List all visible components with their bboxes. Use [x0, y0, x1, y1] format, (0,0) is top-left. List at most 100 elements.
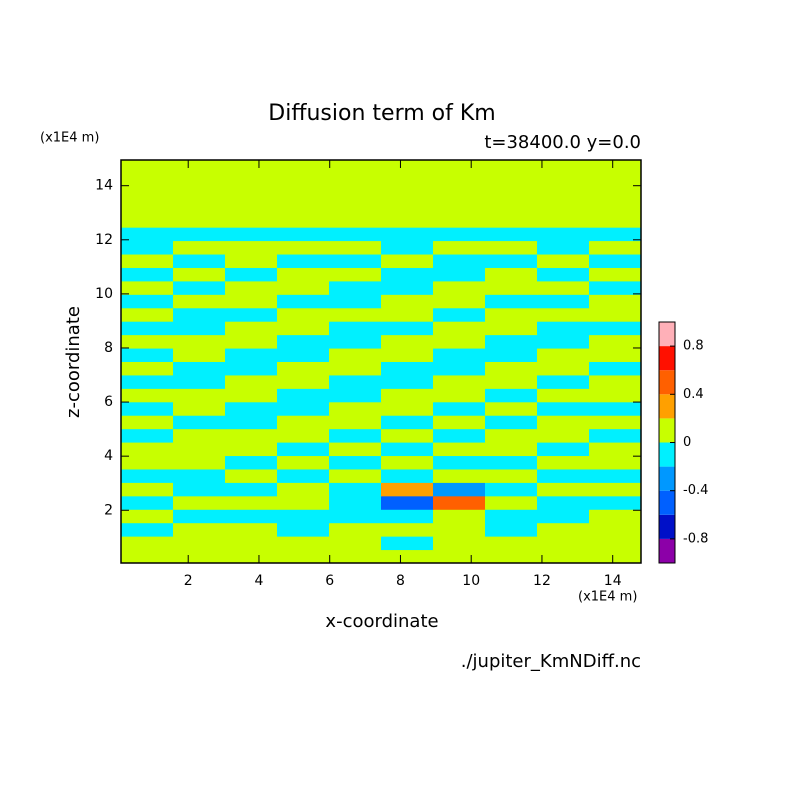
colorbar-segment	[659, 418, 675, 443]
field-cell	[225, 509, 278, 524]
field-cell	[121, 294, 174, 309]
field-cell	[381, 374, 434, 389]
field-cell	[537, 267, 590, 282]
field-cell	[589, 374, 642, 389]
field-cell	[589, 348, 642, 362]
x-axis-label: x-coordinate	[325, 611, 438, 632]
field-cell	[225, 549, 278, 564]
field-cell	[329, 227, 382, 242]
field-cell	[485, 307, 538, 322]
field-cell	[433, 442, 486, 457]
field-cell	[485, 468, 538, 483]
field-cell	[225, 213, 278, 228]
field-cell	[173, 455, 226, 470]
field-cell	[225, 361, 278, 376]
field-cell	[225, 186, 278, 201]
field-cell	[589, 227, 642, 242]
field-cell	[277, 280, 330, 295]
field-cell	[589, 294, 642, 309]
field-cell	[433, 388, 486, 403]
field-cell	[173, 160, 226, 174]
field-cell	[329, 388, 382, 403]
y-unit: (x1E4 m)	[40, 131, 99, 146]
field-cell	[121, 495, 174, 510]
field-cell	[277, 482, 330, 497]
field-cell	[485, 388, 538, 403]
field-cell	[381, 482, 434, 497]
field-cell	[589, 173, 642, 188]
field-cell	[537, 522, 590, 537]
field-cell	[225, 415, 278, 430]
field-cell	[121, 388, 174, 403]
field-cell	[121, 401, 174, 416]
field-cell	[485, 495, 538, 510]
field-cell	[589, 334, 642, 349]
field-cell	[329, 509, 382, 524]
field-cell	[485, 334, 538, 349]
field-cell	[433, 509, 486, 524]
field-cell	[173, 509, 226, 524]
field-cell	[537, 173, 590, 188]
field-cell	[381, 321, 434, 336]
field-cell	[485, 361, 538, 376]
field-cell	[329, 267, 382, 282]
field-cell	[277, 240, 330, 255]
field-cell	[277, 455, 330, 470]
field-cell	[381, 186, 434, 201]
field-cell	[225, 455, 278, 470]
field-cell	[381, 267, 434, 282]
field-cell	[381, 468, 434, 483]
field-cell	[433, 186, 486, 201]
field-cell	[121, 442, 174, 457]
field-cell	[589, 254, 642, 268]
field-cell	[589, 522, 642, 537]
colorbar-segment	[659, 442, 675, 467]
field-cell	[381, 522, 434, 537]
field-cell	[381, 307, 434, 322]
field-cell	[225, 334, 278, 349]
field-cell	[381, 213, 434, 228]
field-cell	[329, 334, 382, 349]
field-cell	[173, 240, 226, 255]
field-cell	[381, 401, 434, 416]
chart-title: Diffusion term of Km	[268, 101, 495, 126]
y-tick-label: 4	[104, 448, 113, 464]
field-cell	[173, 361, 226, 376]
field-cell	[173, 482, 226, 497]
field-cell	[537, 482, 590, 497]
field-cell	[433, 468, 486, 483]
field-cell	[329, 428, 382, 443]
field-cell	[121, 361, 174, 376]
field-cell	[277, 186, 330, 201]
field-cell	[225, 307, 278, 322]
field-cell	[173, 254, 226, 268]
field-cell	[433, 254, 486, 268]
field-cell	[537, 361, 590, 376]
source-label: ./jupiter_KmNDiff.nc	[461, 651, 641, 672]
field-cell	[537, 294, 590, 309]
field-cell	[225, 522, 278, 537]
field-cell	[225, 468, 278, 483]
field-cell	[381, 160, 434, 174]
field-cell	[277, 374, 330, 389]
field-cell	[225, 200, 278, 215]
field-cell	[121, 522, 174, 537]
field-cell	[537, 428, 590, 443]
field-cell	[433, 200, 486, 215]
field-cell	[277, 468, 330, 483]
field-cell	[433, 536, 486, 551]
field-cell	[277, 334, 330, 349]
field-cell	[433, 401, 486, 416]
field-cell	[537, 348, 590, 362]
field-cell	[381, 254, 434, 268]
field-cell	[485, 374, 538, 389]
x-tick-label: 10	[462, 573, 480, 589]
field-cell	[537, 374, 590, 389]
field-cell	[537, 495, 590, 510]
field-cell	[329, 468, 382, 483]
colorbar-tick-label: -0.4	[683, 483, 708, 498]
field-cell	[225, 240, 278, 255]
field-cell	[485, 186, 538, 201]
field-cell	[485, 227, 538, 242]
field-cell	[329, 160, 382, 174]
